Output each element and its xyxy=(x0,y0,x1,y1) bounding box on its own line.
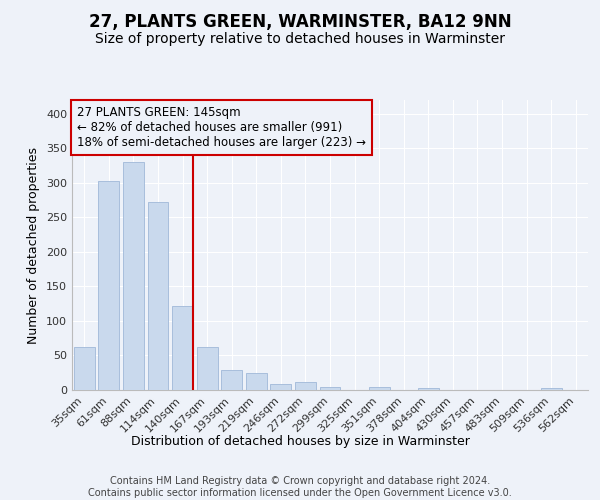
Bar xyxy=(148,202,169,390)
Bar xyxy=(172,306,193,390)
Bar xyxy=(98,181,119,390)
Bar xyxy=(271,384,292,390)
Text: Contains HM Land Registry data © Crown copyright and database right 2024.
Contai: Contains HM Land Registry data © Crown c… xyxy=(88,476,512,498)
Text: Size of property relative to detached houses in Warminster: Size of property relative to detached ho… xyxy=(95,32,505,46)
Y-axis label: Number of detached properties: Number of detached properties xyxy=(28,146,40,344)
Bar xyxy=(541,388,562,390)
Bar xyxy=(246,372,267,390)
Bar xyxy=(123,162,144,390)
Bar xyxy=(418,388,439,390)
Text: Distribution of detached houses by size in Warminster: Distribution of detached houses by size … xyxy=(131,435,469,448)
Bar xyxy=(368,387,389,390)
Bar xyxy=(320,387,340,390)
Text: 27, PLANTS GREEN, WARMINSTER, BA12 9NN: 27, PLANTS GREEN, WARMINSTER, BA12 9NN xyxy=(89,12,511,30)
Text: 27 PLANTS GREEN: 145sqm
← 82% of detached houses are smaller (991)
18% of semi-d: 27 PLANTS GREEN: 145sqm ← 82% of detache… xyxy=(77,106,366,149)
Bar xyxy=(295,382,316,390)
Bar xyxy=(74,347,95,390)
Bar xyxy=(197,346,218,390)
Bar xyxy=(221,370,242,390)
